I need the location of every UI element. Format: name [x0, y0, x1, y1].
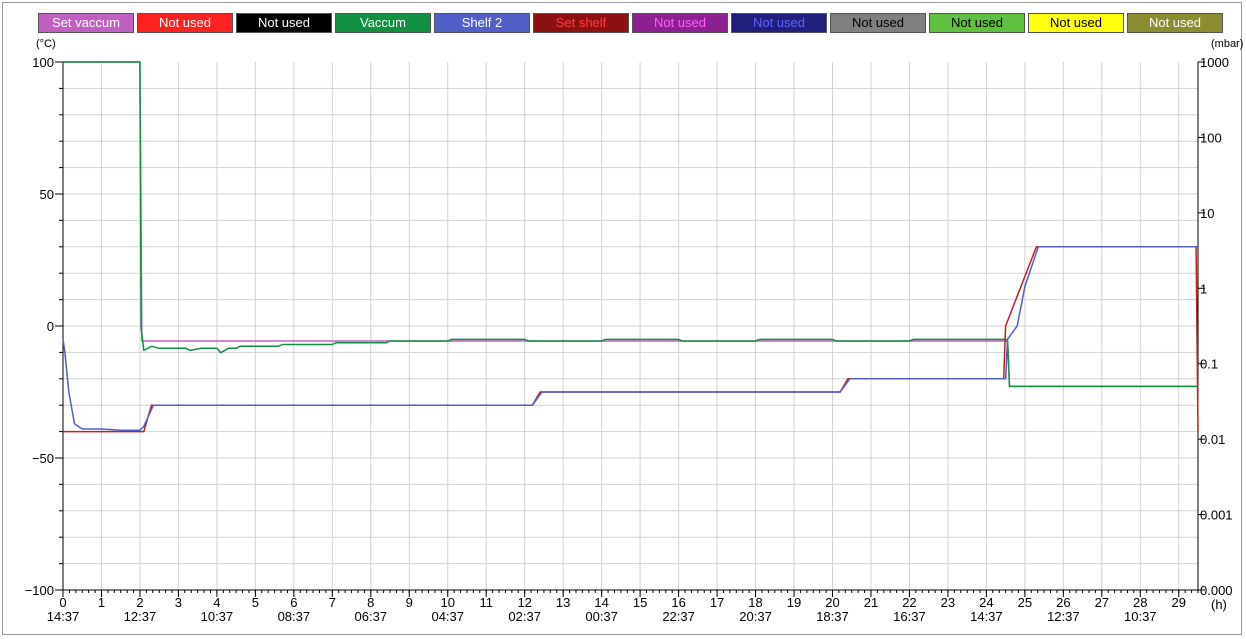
y-right-tick-label: 100	[1200, 130, 1222, 145]
y-right-tick-label: 1000	[1200, 55, 1229, 70]
y-left-tick-label: 0	[47, 319, 54, 334]
x-tick-label: 28	[1133, 595, 1147, 610]
x-time-label: 14:37	[47, 609, 80, 624]
x-time-label: 18:37	[816, 609, 849, 624]
x-tick-label: 14	[594, 595, 608, 610]
y-left-tick-label: −50	[32, 451, 54, 466]
x-tick-label: 1	[98, 595, 105, 610]
x-tick-label: 8	[367, 595, 374, 610]
x-tick-label: 18	[748, 595, 762, 610]
series-line-set-vaccum	[63, 61, 1198, 388]
x-tick-label: 17	[710, 595, 724, 610]
y-left-tick-label: 100	[32, 55, 54, 70]
x-tick-label: 25	[1018, 595, 1032, 610]
x-time-label: 06:37	[355, 609, 388, 624]
y-left-tick-label: −100	[25, 583, 54, 598]
y-right-tick-label: 1	[1200, 281, 1207, 296]
x-tick-label: 13	[556, 595, 570, 610]
x-tick-label: 24	[979, 595, 993, 610]
y-right-tick-label: 10	[1200, 206, 1214, 221]
legend-item: Not used	[236, 13, 332, 33]
x-time-label: 20:37	[739, 609, 772, 624]
legend-item: Not used	[1127, 13, 1223, 33]
x-tick-label: 19	[787, 595, 801, 610]
x-tick-label: 10	[441, 595, 455, 610]
x-tick-label: 6	[290, 595, 297, 610]
series-line-shelf-2	[62, 246, 1198, 432]
x-tick-label: 20	[825, 595, 839, 610]
y-left-tick-label: 50	[40, 187, 54, 202]
x-tick-label: 15	[633, 595, 647, 610]
x-time-label: 02:37	[508, 609, 541, 624]
y-right-tick-label: 0.1	[1200, 357, 1218, 372]
x-time-label: 14:37	[970, 609, 1003, 624]
x-tick-label: 4	[213, 595, 220, 610]
x-time-label: 22:37	[662, 609, 695, 624]
x-tick-label: 9	[406, 595, 413, 610]
y-right-tick-label: 0.001	[1200, 508, 1233, 523]
legend-item: Vaccum	[335, 13, 431, 33]
x-tick-label: 27	[1095, 595, 1109, 610]
x-tick-label: 11	[479, 595, 493, 610]
legend-item: Not used	[1028, 13, 1124, 33]
legend-item: Not used	[632, 13, 728, 33]
x-time-label: 10:37	[201, 609, 234, 624]
legend-item: Set vaccum	[38, 13, 134, 33]
legend-item: Not used	[830, 13, 926, 33]
x-tick-label: 29	[1172, 595, 1186, 610]
x-time-label: 04:37	[431, 609, 464, 624]
x-time-label: 12:37	[124, 609, 157, 624]
x-time-label: 10:37	[1124, 609, 1157, 624]
series-line-vaccum	[63, 61, 1198, 388]
x-time-label: 12:37	[1047, 609, 1080, 624]
legend-item: Not used	[137, 13, 233, 33]
legend-item: Shelf 2	[434, 13, 530, 33]
x-tick-label: 16	[671, 595, 685, 610]
x-tick-label: 21	[864, 595, 878, 610]
legend-item: Not used	[731, 13, 827, 33]
x-tick-label: 12	[517, 595, 531, 610]
x-unit: (h)	[1211, 597, 1227, 612]
legend-item: Not used	[929, 13, 1025, 33]
x-tick-label: 7	[329, 595, 336, 610]
y-right-tick-label: 0.000	[1200, 583, 1233, 598]
x-tick-label: 2	[136, 595, 143, 610]
y-right-tick-label: 0.01	[1200, 432, 1225, 447]
x-time-label: 16:37	[893, 609, 926, 624]
x-tick-label: 23	[941, 595, 955, 610]
x-tick-label: 0	[59, 595, 66, 610]
x-tick-label: 22	[902, 595, 916, 610]
x-tick-label: 5	[252, 595, 259, 610]
x-time-label: 00:37	[585, 609, 618, 624]
x-tick-label: 26	[1056, 595, 1070, 610]
y-left-unit: (°C)	[36, 38, 56, 50]
y-right-unit: (mbar)	[1211, 38, 1243, 50]
x-time-label: 08:37	[278, 609, 311, 624]
x-tick-label: 3	[175, 595, 182, 610]
legend-item: Set shelf	[533, 13, 629, 33]
